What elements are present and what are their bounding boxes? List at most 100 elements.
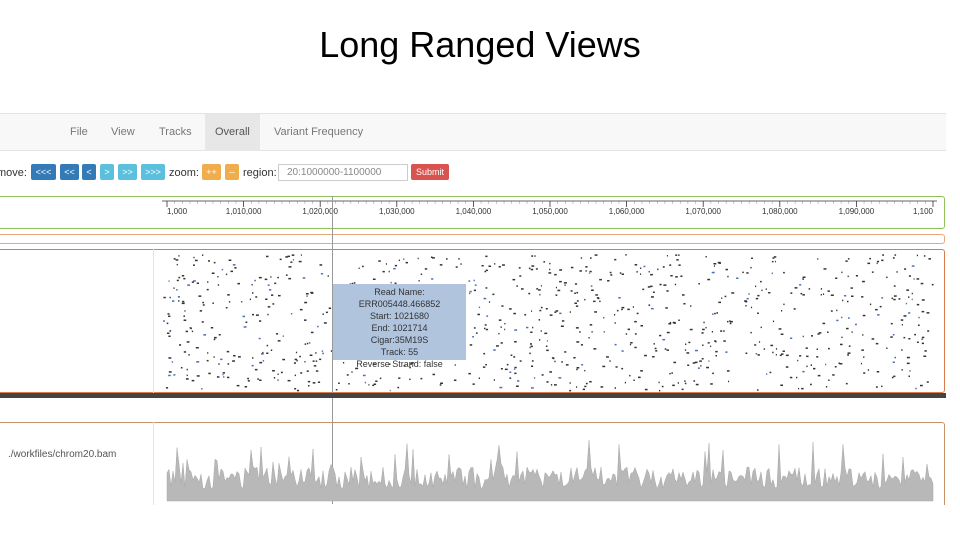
- read-mark[interactable]: [713, 263, 717, 265]
- read-mark[interactable]: [647, 286, 651, 288]
- move-far-right-button[interactable]: >>>: [141, 164, 165, 180]
- read-mark[interactable]: [841, 336, 843, 339]
- read-mark[interactable]: [658, 381, 660, 384]
- read-mark[interactable]: [793, 308, 796, 310]
- read-mark[interactable]: [524, 314, 527, 316]
- read-mark[interactable]: [770, 344, 774, 347]
- read-mark[interactable]: [498, 319, 502, 321]
- read-mark[interactable]: [698, 283, 700, 285]
- read-mark[interactable]: [545, 345, 548, 348]
- read-mark[interactable]: [304, 343, 307, 345]
- read-mark[interactable]: [706, 366, 709, 369]
- read-mark[interactable]: [176, 263, 178, 266]
- read-mark[interactable]: [908, 296, 910, 298]
- read-mark[interactable]: [772, 257, 775, 259]
- read-mark[interactable]: [695, 349, 698, 352]
- read-mark[interactable]: [230, 270, 234, 273]
- read-mark[interactable]: [290, 261, 293, 263]
- read-mark[interactable]: [801, 387, 804, 390]
- read-mark[interactable]: [830, 294, 834, 297]
- read-mark[interactable]: [321, 350, 324, 352]
- read-mark[interactable]: [848, 345, 851, 347]
- read-mark[interactable]: [483, 297, 487, 300]
- read-mark[interactable]: [498, 332, 500, 335]
- read-mark[interactable]: [266, 344, 269, 347]
- read-mark[interactable]: [715, 350, 718, 353]
- read-mark[interactable]: [468, 372, 471, 375]
- read-mark[interactable]: [484, 270, 487, 273]
- read-mark[interactable]: [201, 388, 203, 390]
- read-mark[interactable]: [439, 384, 442, 386]
- read-mark[interactable]: [207, 352, 209, 354]
- read-mark[interactable]: [312, 382, 316, 384]
- read-mark[interactable]: [705, 326, 707, 329]
- read-mark[interactable]: [599, 300, 601, 303]
- read-mark[interactable]: [531, 265, 535, 267]
- read-mark[interactable]: [827, 331, 829, 334]
- read-mark[interactable]: [417, 257, 419, 260]
- read-mark[interactable]: [765, 288, 767, 290]
- read-mark[interactable]: [901, 324, 903, 326]
- read-mark[interactable]: [909, 370, 911, 372]
- read-mark[interactable]: [290, 313, 293, 315]
- read-mark[interactable]: [183, 351, 187, 353]
- read-mark[interactable]: [549, 262, 551, 265]
- read-mark[interactable]: [898, 298, 901, 300]
- read-mark[interactable]: [184, 310, 186, 312]
- read-mark[interactable]: [892, 361, 895, 364]
- menu-view[interactable]: View: [111, 126, 135, 138]
- read-mark[interactable]: [485, 328, 489, 331]
- read-mark[interactable]: [825, 363, 827, 366]
- read-mark[interactable]: [763, 348, 766, 350]
- read-mark[interactable]: [861, 296, 864, 298]
- read-mark[interactable]: [576, 300, 579, 302]
- read-mark[interactable]: [817, 258, 819, 260]
- read-mark[interactable]: [177, 296, 180, 298]
- read-mark[interactable]: [165, 387, 169, 389]
- read-mark[interactable]: [227, 363, 230, 365]
- read-mark[interactable]: [296, 359, 298, 362]
- read-mark[interactable]: [476, 332, 478, 334]
- read-mark[interactable]: [531, 360, 534, 362]
- read-mark[interactable]: [589, 270, 592, 273]
- read-mark[interactable]: [701, 358, 704, 360]
- read-mark[interactable]: [398, 377, 401, 379]
- read-mark[interactable]: [621, 308, 623, 311]
- zoom-in-button[interactable]: ++: [202, 164, 221, 180]
- read-mark[interactable]: [167, 313, 170, 315]
- read-mark[interactable]: [893, 298, 896, 301]
- read-mark[interactable]: [285, 256, 288, 258]
- read-mark[interactable]: [278, 294, 281, 297]
- read-mark[interactable]: [282, 358, 285, 361]
- read-mark[interactable]: [636, 271, 638, 273]
- read-mark[interactable]: [363, 374, 366, 377]
- read-mark[interactable]: [720, 330, 723, 332]
- read-mark[interactable]: [771, 272, 773, 275]
- read-mark[interactable]: [766, 373, 768, 375]
- read-mark[interactable]: [178, 276, 181, 279]
- read-mark[interactable]: [509, 377, 512, 379]
- read-mark[interactable]: [757, 294, 760, 297]
- read-mark[interactable]: [893, 295, 897, 297]
- read-mark[interactable]: [886, 276, 888, 279]
- read-mark[interactable]: [855, 275, 858, 277]
- read-mark[interactable]: [561, 361, 563, 363]
- read-mark[interactable]: [308, 385, 310, 387]
- read-mark[interactable]: [602, 365, 606, 368]
- read-mark[interactable]: [643, 265, 646, 268]
- read-mark[interactable]: [554, 311, 557, 313]
- read-mark[interactable]: [276, 333, 279, 335]
- read-mark[interactable]: [182, 300, 185, 303]
- read-mark[interactable]: [270, 349, 273, 352]
- read-mark[interactable]: [274, 282, 277, 285]
- read-mark[interactable]: [439, 264, 443, 266]
- read-mark[interactable]: [254, 368, 258, 371]
- read-mark[interactable]: [629, 374, 631, 377]
- read-mark[interactable]: [473, 289, 476, 292]
- read-mark[interactable]: [477, 313, 480, 316]
- read-mark[interactable]: [928, 258, 931, 260]
- read-mark[interactable]: [754, 344, 757, 346]
- read-mark[interactable]: [519, 275, 522, 277]
- read-mark[interactable]: [816, 348, 818, 351]
- read-mark[interactable]: [867, 262, 871, 265]
